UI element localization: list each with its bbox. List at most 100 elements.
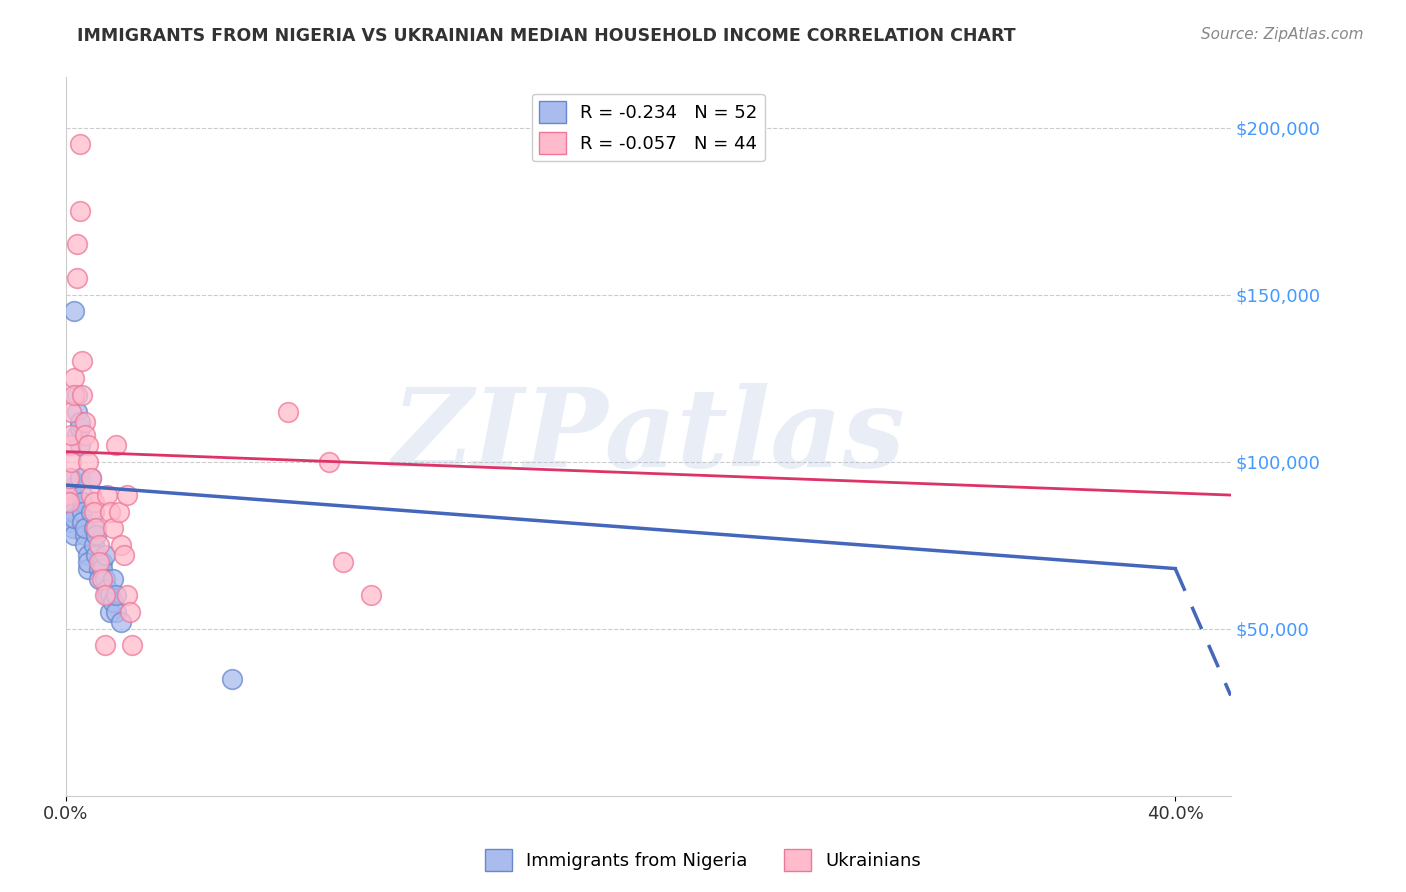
Point: [62, 521, 84, 535]
Point: [98, 505, 121, 519]
Point: [110, 538, 132, 552]
Point: [96, 488, 118, 502]
Point: [93, 572, 115, 586]
Point: [77, 438, 100, 452]
Point: [121, 639, 143, 653]
Point: [118, 605, 141, 619]
Point: [72, 488, 94, 502]
Point: [80, 471, 103, 485]
Point: [69, 137, 91, 152]
Point: [69, 438, 91, 452]
Point: [77, 455, 100, 469]
Point: [72, 354, 94, 368]
Point: [60, 428, 83, 442]
Point: [83, 521, 105, 535]
Point: [69, 471, 91, 485]
Point: [90, 561, 112, 575]
Point: [69, 415, 91, 429]
Point: [112, 548, 135, 562]
Point: [63, 388, 86, 402]
Point: [96, 588, 118, 602]
Point: [75, 528, 97, 542]
Point: [72, 505, 94, 519]
Point: [93, 548, 115, 562]
Point: [60, 482, 83, 496]
Point: [98, 605, 121, 619]
Point: [110, 615, 132, 629]
Point: [80, 488, 103, 502]
Point: [63, 511, 86, 525]
Point: [58, 494, 80, 508]
Point: [60, 471, 83, 485]
Point: [104, 588, 127, 602]
Point: [72, 494, 94, 508]
Point: [69, 204, 91, 219]
Point: [66, 428, 89, 442]
Legend: R = -0.234   N = 52, R = -0.057   N = 44: R = -0.234 N = 52, R = -0.057 N = 44: [531, 94, 765, 161]
Point: [101, 521, 124, 535]
Point: [66, 388, 89, 402]
Point: [86, 548, 108, 562]
Text: ZIPatlas: ZIPatlas: [391, 383, 905, 491]
Point: [86, 528, 108, 542]
Point: [104, 605, 127, 619]
Point: [90, 572, 112, 586]
Point: [75, 538, 97, 552]
Point: [87, 572, 110, 586]
Point: [69, 421, 91, 435]
Point: [58, 515, 80, 529]
Point: [332, 555, 354, 569]
Point: [101, 595, 124, 609]
Point: [318, 455, 340, 469]
Point: [83, 494, 105, 508]
Point: [63, 505, 86, 519]
Point: [66, 237, 89, 252]
Point: [87, 561, 110, 575]
Point: [87, 555, 110, 569]
Point: [90, 555, 112, 569]
Point: [77, 548, 100, 562]
Point: [87, 538, 110, 552]
Point: [115, 488, 138, 502]
Point: [75, 415, 97, 429]
Point: [86, 521, 108, 535]
Point: [221, 672, 243, 686]
Point: [58, 471, 80, 485]
Point: [56, 488, 79, 502]
Point: [77, 561, 100, 575]
Point: [60, 455, 83, 469]
Text: Source: ZipAtlas.com: Source: ZipAtlas.com: [1201, 27, 1364, 42]
Point: [59, 438, 82, 452]
Point: [63, 371, 86, 385]
Point: [98, 588, 121, 602]
Point: [75, 428, 97, 442]
Point: [101, 572, 124, 586]
Point: [60, 494, 83, 508]
Point: [59, 488, 82, 502]
Point: [80, 471, 103, 485]
Point: [60, 404, 83, 418]
Point: [107, 505, 129, 519]
Point: [75, 521, 97, 535]
Point: [63, 528, 86, 542]
Point: [104, 438, 127, 452]
Point: [66, 271, 89, 285]
Point: [115, 588, 138, 602]
Point: [77, 555, 100, 569]
Point: [59, 501, 82, 516]
Point: [83, 505, 105, 519]
Point: [66, 404, 89, 418]
Point: [72, 515, 94, 529]
Point: [80, 505, 103, 519]
Point: [96, 582, 118, 596]
Point: [72, 388, 94, 402]
Point: [58, 494, 80, 508]
Point: [63, 304, 86, 318]
Point: [93, 588, 115, 602]
Point: [277, 404, 299, 418]
Point: [360, 588, 382, 602]
Point: [93, 639, 115, 653]
Point: [83, 538, 105, 552]
Point: [56, 505, 79, 519]
Legend: Immigrants from Nigeria, Ukrainians: Immigrants from Nigeria, Ukrainians: [478, 842, 928, 879]
